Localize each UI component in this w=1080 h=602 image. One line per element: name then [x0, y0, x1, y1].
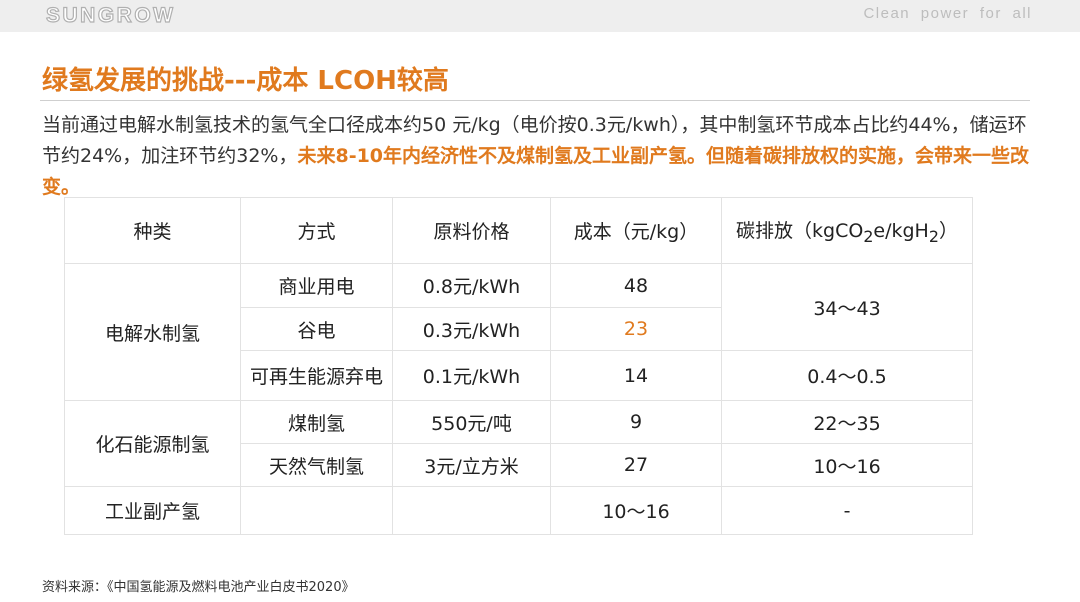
row-price: 550元/吨 — [392, 400, 551, 444]
row-cost: 27 — [550, 443, 722, 487]
row-co2-grid: 34～43 — [721, 263, 973, 351]
table-row: 电解水制氢 商业用电 0.8元/kWh 48 34～43 — [64, 263, 973, 401]
source-footnote: 资料来源：《中国氢能源及燃料电池产业白皮书2020》 — [42, 580, 355, 595]
table-row: 可再生能源弃电 0.1元/kWh 14 0.4～0.5 — [65, 350, 973, 401]
row-price: 0.1元/kWh — [392, 350, 551, 401]
table-row: 天然气制氢 3元/立方米 27 10～16 — [65, 443, 973, 487]
row-method: 商业用电 — [240, 263, 393, 308]
title-divider — [40, 100, 1030, 101]
group-industrial: 工业副产氢 — [64, 486, 241, 535]
group-fossil: 化石能源制氢 — [64, 400, 241, 487]
row-co2: 0.4～0.5 — [721, 350, 973, 401]
intro-paragraph: 当前通过电解水制氢技术的氢气全口径成本约50 元/kg（电价按0.3元/kwh）… — [42, 110, 1032, 203]
row-cost: 48 — [550, 263, 722, 308]
row-method: 可再生能源弃电 — [240, 350, 393, 401]
header-kind: 种类 — [64, 197, 241, 264]
table-row: 化石能源制氢 煤制氢 550元/吨 9 22～35 — [64, 400, 973, 487]
header-co2-sub2: 2 — [928, 226, 939, 246]
header-co2-suffix: ） — [938, 219, 958, 242]
row-method: 谷电 — [240, 307, 393, 351]
row-cost: 14 — [550, 350, 722, 401]
header-price: 原料价格 — [392, 197, 551, 264]
row-method: 天然气制氢 — [240, 443, 393, 487]
header-co2-sub1: 2 — [863, 226, 874, 246]
intro-highlight: 未来8-10年内经济性不及煤制氢及工业副产氢。但随着碳排放权的实施，会带来一些改… — [42, 145, 1030, 198]
page-title: 绿氢发展的挑战---成本 LCOH较高 — [42, 66, 449, 96]
header-co2-mid: e/kgH — [873, 219, 929, 242]
row-co2: 10～16 — [721, 443, 973, 487]
intro-text: 当前通过电解水制氢技术的氢气全口径成本约50 元/kg（电价按0.3元/kwh）… — [42, 114, 1027, 167]
header-co2-prefix: 碳排放（kgCO — [736, 219, 864, 242]
row-price: 0.3元/kWh — [392, 307, 551, 351]
sungrow-logo: SUNGROW — [45, 3, 176, 27]
slogan: Clean power for all — [863, 5, 1032, 22]
group-electrolysis: 电解水制氢 — [64, 263, 241, 401]
header-co2: 碳排放（kgCO2e/kgH2） — [721, 197, 973, 264]
row-co2: 22～35 — [721, 400, 973, 444]
table-header-row: 种类 方式 原料价格 成本（元/kg） 碳排放（kgCO2e/kgH2） — [64, 197, 973, 264]
table-row: 工业副产氢 10～16 - — [64, 486, 973, 535]
header-cost: 成本（元/kg） — [550, 197, 722, 264]
row-price: 0.8元/kWh — [392, 263, 551, 308]
row-price — [392, 486, 551, 535]
row-co2: - — [721, 486, 973, 535]
row-method: 煤制氢 — [240, 400, 393, 444]
row-cost: 9 — [550, 400, 722, 444]
header-bar: SUNGROW Clean power for all — [0, 0, 1080, 32]
row-cost-highlight: 23 — [550, 307, 722, 351]
hydrogen-cost-table: 种类 方式 原料价格 成本（元/kg） 碳排放（kgCO2e/kgH2） 电解水… — [64, 197, 973, 535]
header-method: 方式 — [240, 197, 393, 264]
row-cost: 10～16 — [550, 486, 722, 535]
row-price: 3元/立方米 — [392, 443, 551, 487]
row-method — [240, 486, 393, 535]
